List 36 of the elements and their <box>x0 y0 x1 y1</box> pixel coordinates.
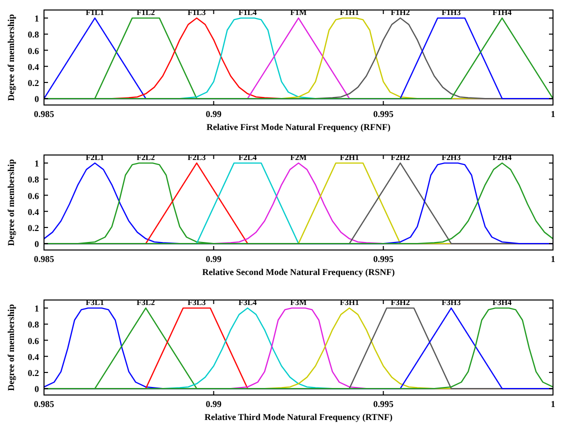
y-axis-title: Degree of membership <box>6 159 16 246</box>
y-tick-label: 1 <box>34 158 40 169</box>
y-tick-label: 0.6 <box>28 46 40 56</box>
y-tick-label: 0.8 <box>28 30 40 40</box>
x-tick-label: 0.995 <box>373 399 394 409</box>
y-tick-label: 0.6 <box>28 190 40 201</box>
y-tick-label: 0.2 <box>28 78 40 88</box>
y-tick-label: 0.4 <box>28 352 40 362</box>
x-tick-label: 0.99 <box>206 399 222 409</box>
x-tick-label: 0.995 <box>373 109 394 119</box>
y-tick-label: 1 <box>34 14 40 24</box>
y-tick-label: 0 <box>34 239 40 250</box>
y-tick-label: 0.6 <box>28 336 40 346</box>
y-tick-label: 0.2 <box>28 368 40 378</box>
y-tick-label: 0.4 <box>28 62 40 72</box>
y-tick-label: 0 <box>34 384 40 394</box>
x-tick-label: 0.99 <box>206 109 222 119</box>
x-tick-label: 0.985 <box>34 399 55 409</box>
y-tick-label: 0.2 <box>28 222 40 233</box>
x-tick-label: 0.995 <box>373 254 394 264</box>
x-axis-title: Relative Second Mode Natural Frequency (RSNF) <box>202 267 395 277</box>
x-tick-label: 1 <box>550 109 556 119</box>
x-tick-label: 1 <box>550 254 556 264</box>
y-tick-label: 0.8 <box>28 320 40 330</box>
y-tick-label: 0.8 <box>28 174 40 185</box>
y-tick-label: 0.4 <box>28 206 40 217</box>
x-tick-label: 0.985 <box>34 254 55 264</box>
y-axis-title: Degree of membership <box>6 304 16 391</box>
y-tick-label: 1 <box>34 304 40 314</box>
x-axis-title: Relative Third Mode Natural Frequency (RTNF) <box>204 412 393 422</box>
y-axis-title: Degree of membership <box>6 14 16 101</box>
x-tick-label: 0.99 <box>206 254 222 264</box>
x-axis-title: Relative First Mode Natural Frequency (RFNF) <box>206 122 391 132</box>
x-tick-label: 1 <box>550 399 556 409</box>
x-tick-label: 0.985 <box>34 109 55 119</box>
y-tick-label: 0 <box>34 94 40 104</box>
